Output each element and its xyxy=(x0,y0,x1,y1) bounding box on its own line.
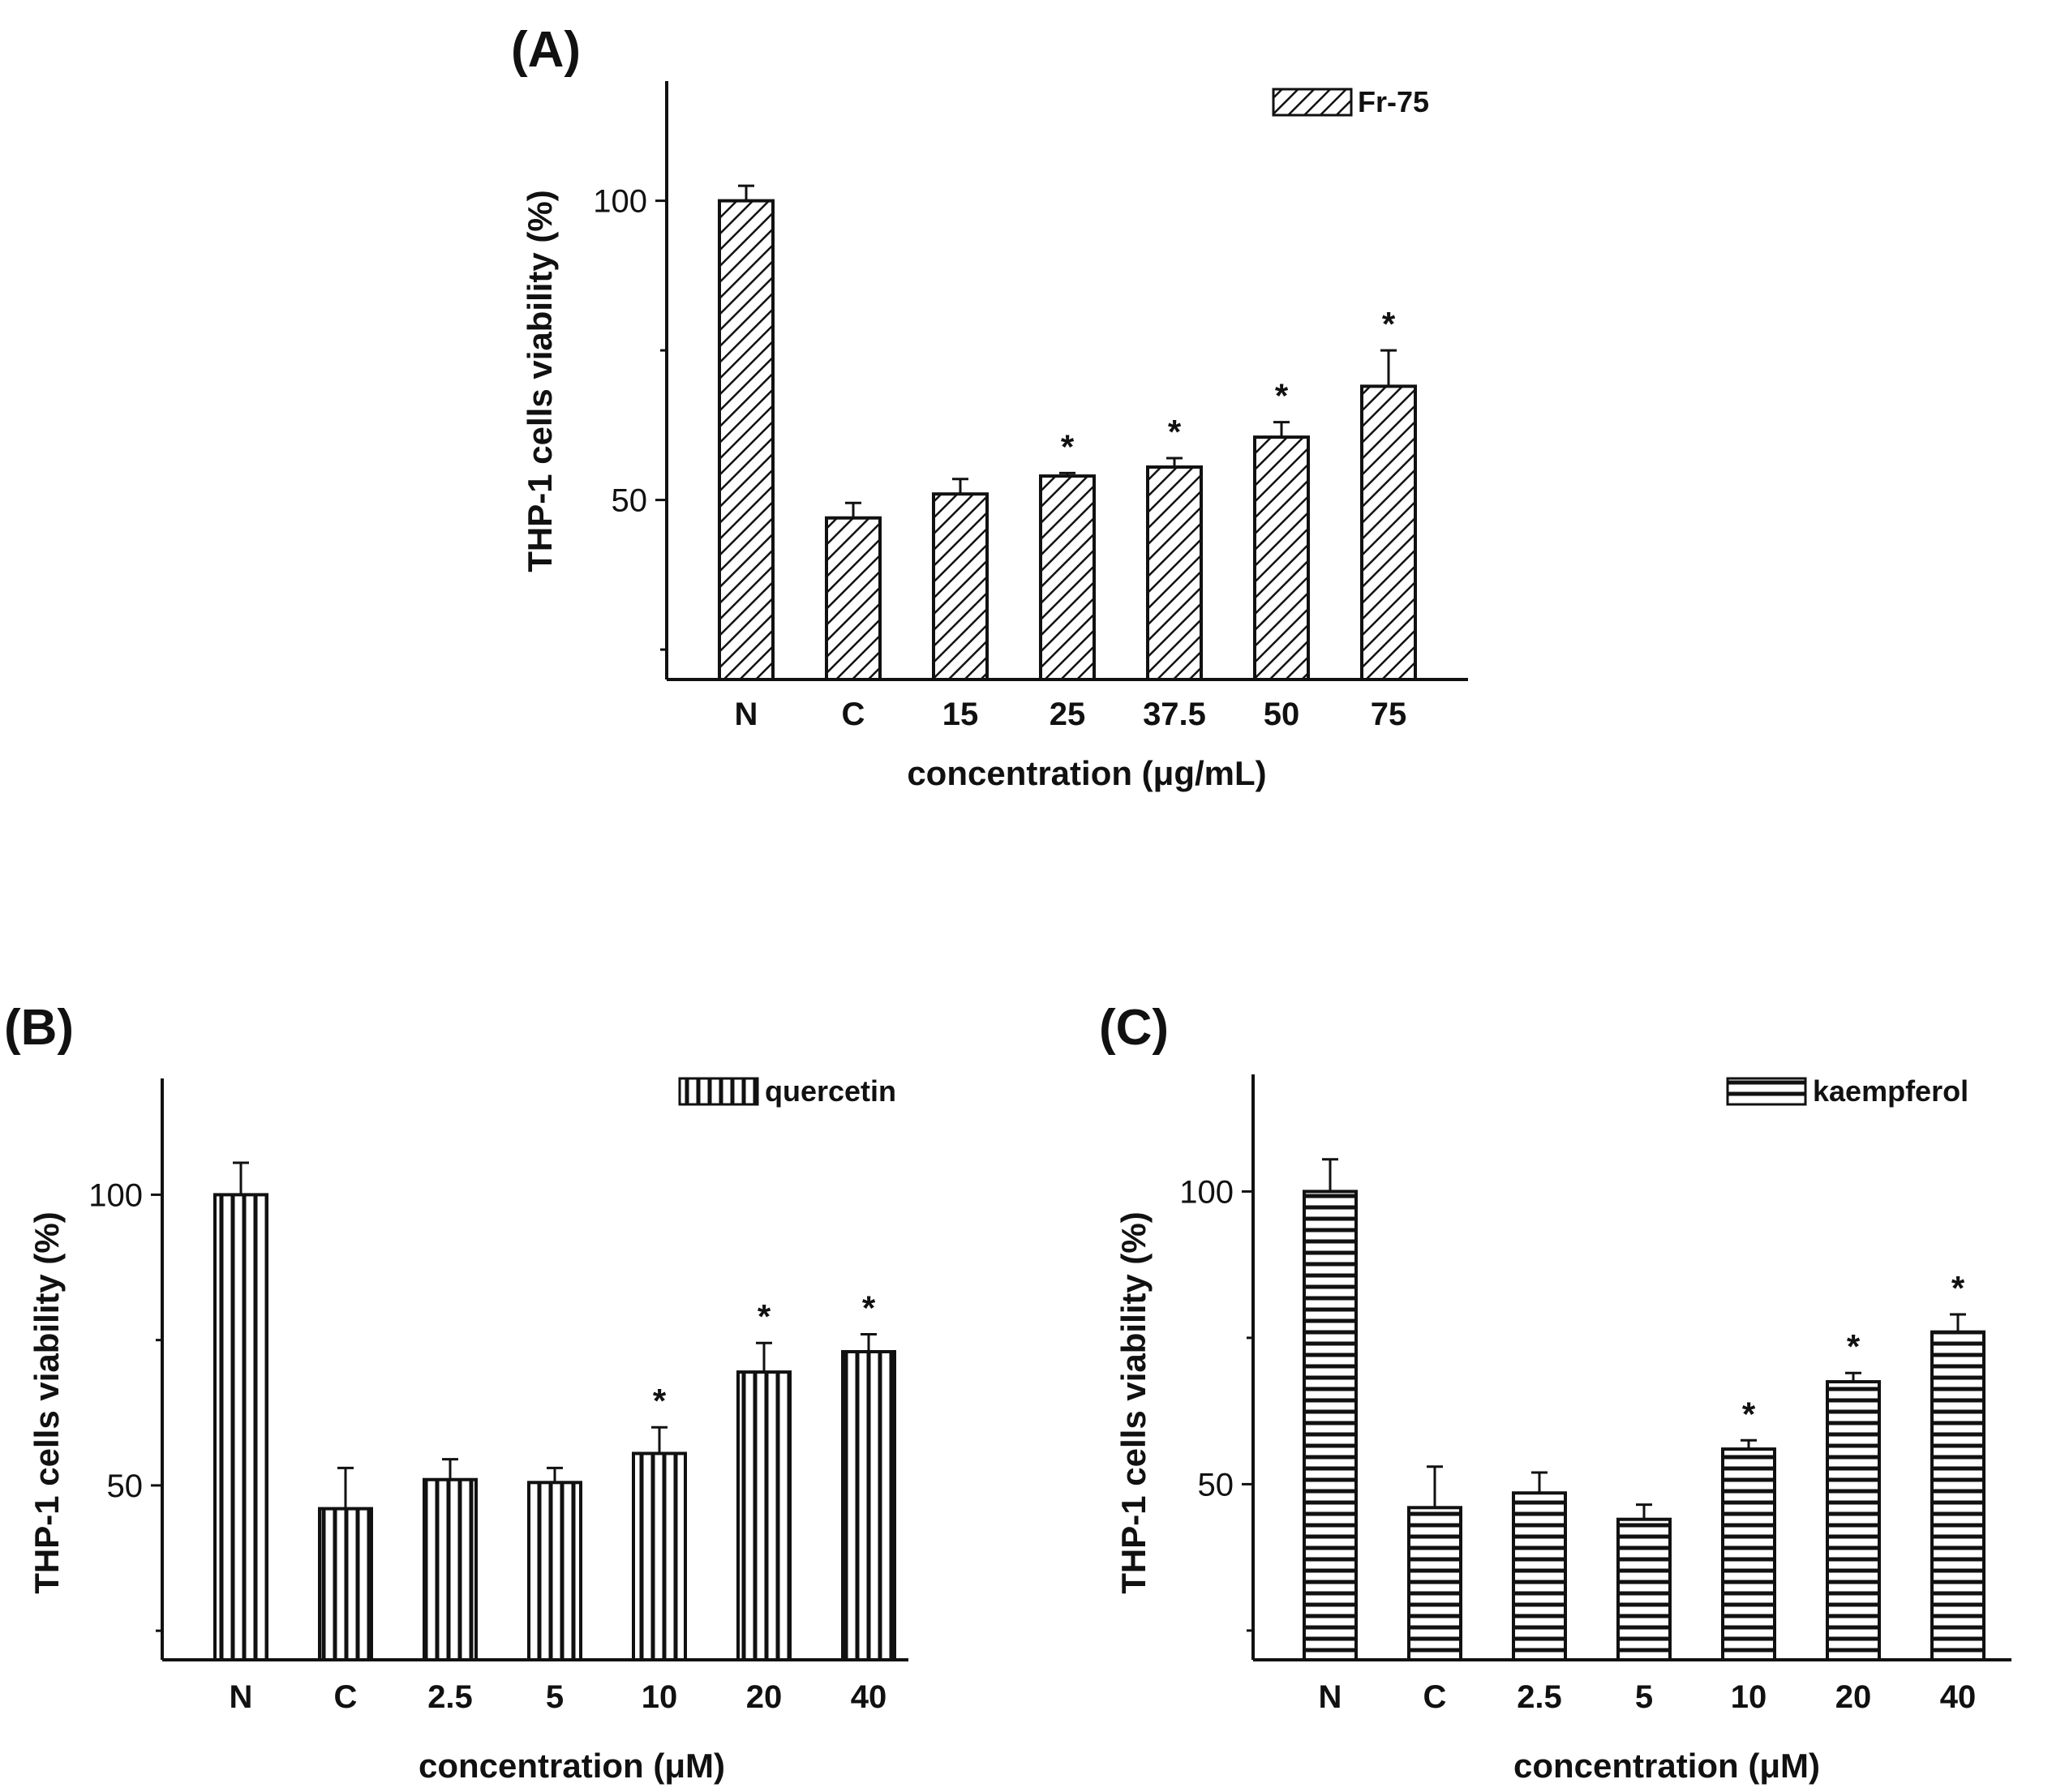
plot-area: 50 100 N C 2.5 5 * 10 * 20 * 40 xyxy=(1179,1074,2011,1715)
y-axis-title: THP-1 cells viability (%) xyxy=(1114,1211,1153,1593)
bar-37.5 xyxy=(1146,465,1203,681)
x-tick-label: 40 xyxy=(1940,1679,1977,1715)
bar-25 xyxy=(1039,474,1096,682)
x-tick-label: 5 xyxy=(546,1679,564,1715)
x-tick-label: C xyxy=(1423,1679,1447,1715)
bar-N xyxy=(213,1193,268,1661)
x-axis-title: concentration (μM) xyxy=(1513,1747,1820,1785)
x-tick-label: 40 xyxy=(851,1679,887,1715)
y-tick-label: 50 xyxy=(1198,1467,1234,1503)
bar-20 xyxy=(1826,1380,1881,1661)
y-axis-title: THP-1 cells viability (%) xyxy=(28,1211,66,1593)
x-tick-label: C xyxy=(334,1679,358,1715)
x-tick-label: N xyxy=(230,1679,253,1715)
significance-marker: * xyxy=(1847,1327,1861,1365)
x-axis-title: concentration (μM) xyxy=(419,1747,725,1785)
x-tick-label: 25 xyxy=(1050,697,1086,732)
y-tick-label: 50 xyxy=(612,483,648,519)
chart-panel-c: (C) 50 100 N C 2.5 5 * 10 * 20 * 40 kaempferol conc… xyxy=(1099,1000,2011,1785)
bar-2.5 xyxy=(1512,1491,1567,1661)
legend-swatch xyxy=(678,1077,759,1106)
x-tick-label: N xyxy=(1319,1679,1342,1715)
x-tick-label: 5 xyxy=(1635,1679,1653,1715)
bar-C xyxy=(825,516,882,681)
legend-swatch xyxy=(1726,1077,1807,1106)
x-tick-label: 10 xyxy=(642,1679,678,1715)
x-tick-label: 20 xyxy=(1835,1679,1872,1715)
x-tick-label: 2.5 xyxy=(427,1679,473,1715)
legend: Fr-75 xyxy=(1272,85,1429,118)
significance-marker: * xyxy=(1951,1269,1965,1307)
x-tick-label: 2.5 xyxy=(1517,1679,1562,1715)
bar-40 xyxy=(841,1349,896,1661)
x-tick-label: 75 xyxy=(1371,697,1407,732)
legend-label: Fr-75 xyxy=(1358,85,1429,118)
bar-10 xyxy=(632,1451,687,1662)
significance-marker: * xyxy=(1061,427,1075,465)
legend: quercetin xyxy=(678,1074,896,1108)
x-tick-label: 10 xyxy=(1731,1679,1767,1715)
x-tick-label: C xyxy=(842,697,865,732)
y-tick-label: 50 xyxy=(107,1468,144,1504)
chart-panel-b: (B) 50 100 N C 2.5 5 * 10 * 20 * 40 quercetin conce… xyxy=(4,1000,908,1785)
bar-N xyxy=(1303,1190,1358,1661)
panel-label: (C) xyxy=(1099,1000,1169,1056)
bar-C xyxy=(318,1507,373,1662)
chart-panel-a: (A) 50 100 N C 15 * 25 * 37.5 * 50 * 75 Fr-75 concen… xyxy=(511,22,1468,792)
significance-marker: * xyxy=(1742,1395,1756,1433)
legend-label: kaempferol xyxy=(1813,1074,1968,1108)
y-tick-label: 100 xyxy=(1179,1174,1234,1210)
bar-75 xyxy=(1360,384,1417,681)
plot-area: 50 100 N C 15 * 25 * 37.5 * 50 * 75 xyxy=(593,81,1468,732)
legend-swatch xyxy=(1272,88,1353,117)
x-tick-label: N xyxy=(735,697,758,732)
bar-2.5 xyxy=(423,1477,478,1661)
x-axis-title: concentration (μg/mL) xyxy=(907,754,1266,792)
legend: kaempferol xyxy=(1726,1074,1968,1108)
panel-label: (A) xyxy=(511,22,581,78)
y-tick-label: 100 xyxy=(88,1177,143,1213)
bar-5 xyxy=(1616,1517,1672,1661)
y-axis-title: THP-1 cells viability (%) xyxy=(521,190,559,572)
bar-N xyxy=(718,199,775,682)
panel-label: (B) xyxy=(4,1000,74,1056)
significance-marker: * xyxy=(1275,377,1289,415)
bar-C xyxy=(1407,1506,1462,1662)
significance-marker: * xyxy=(758,1297,771,1335)
plot-area: 50 100 N C 2.5 5 * 10 * 20 * 40 xyxy=(88,1078,908,1715)
significance-marker: * xyxy=(1168,413,1182,451)
significance-marker: * xyxy=(1382,305,1396,343)
x-tick-label: 37.5 xyxy=(1143,697,1206,732)
x-tick-label: 20 xyxy=(746,1679,783,1715)
bar-50 xyxy=(1253,435,1310,681)
x-tick-label: 15 xyxy=(942,697,979,732)
bar-15 xyxy=(932,492,989,681)
y-tick-label: 100 xyxy=(593,184,647,220)
bar-40 xyxy=(1930,1330,1985,1661)
bar-5 xyxy=(527,1481,582,1661)
legend-label: quercetin xyxy=(765,1074,896,1108)
bar-10 xyxy=(1721,1447,1776,1662)
significance-marker: * xyxy=(862,1288,876,1327)
bar-20 xyxy=(736,1370,792,1661)
x-tick-label: 50 xyxy=(1264,697,1300,732)
significance-marker: * xyxy=(653,1382,667,1420)
